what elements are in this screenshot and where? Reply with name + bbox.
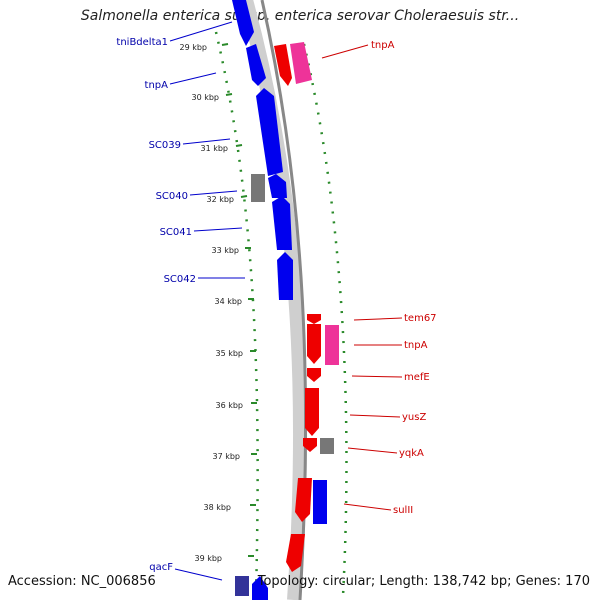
gene-label-tnibdelta1: tniBdelta1: [116, 21, 233, 48]
kbp-tick: 37 kbp: [212, 452, 257, 461]
svg-text:tnpA: tnpA: [404, 340, 428, 351]
svg-text:37 kbp: 37 kbp: [212, 452, 240, 461]
svg-text:29 kbp: 29 kbp: [179, 43, 207, 52]
gene-label-sc040: SC040: [156, 190, 238, 202]
kbp-tick: 36 kbp: [215, 401, 257, 410]
kbp-tick: 33 kbp: [211, 246, 251, 255]
accession-text: Accession: NC_006856: [8, 574, 156, 589]
topology-text: Topology: circular; Length: 138,742 bp; …: [257, 574, 590, 589]
gene-feature: [307, 314, 321, 324]
gene-feature: [286, 534, 305, 572]
svg-text:30 kbp: 30 kbp: [191, 93, 219, 102]
svg-text:33 kbp: 33 kbp: [211, 246, 239, 255]
gene-feature: [320, 438, 334, 454]
gene-feature: [313, 480, 327, 524]
kbp-tick: 35 kbp: [215, 349, 256, 358]
svg-text:qacF: qacF: [149, 562, 173, 573]
kbp-tick: 29 kbp: [179, 43, 229, 52]
left-gene-labels: tniBdelta1 tnpA SC039 SC040 SC041 SC042 …: [116, 21, 245, 581]
svg-text:SC041: SC041: [160, 227, 192, 238]
svg-text:38 kbp: 38 kbp: [203, 503, 231, 512]
gene-feature: [272, 196, 292, 250]
forward-strand-features: [232, 0, 293, 600]
kbp-tick: 32 kbp: [206, 195, 248, 204]
svg-text:tem67: tem67: [404, 313, 437, 324]
gene-label-yqka: yqkA: [347, 447, 424, 459]
svg-text:yqkA: yqkA: [399, 448, 424, 459]
gene-label-mefe: mefE: [351, 372, 430, 383]
kbp-tick: 34 kbp: [214, 297, 254, 306]
gene-label-sc042: SC042: [164, 274, 245, 285]
right-gene-labels: tnpA tem67 tnpA mefE yusZ yqkA sulII: [321, 40, 437, 516]
svg-text:32 kbp: 32 kbp: [206, 195, 234, 204]
gene-label-sc041: SC041: [160, 227, 243, 238]
svg-text:sulII: sulII: [393, 505, 413, 516]
gene-feature: [325, 325, 339, 365]
gene-feature: [277, 252, 293, 300]
gene-feature: [305, 388, 319, 436]
gene-feature: [307, 368, 321, 382]
gene-feature: [307, 324, 321, 364]
gene-label-sc039: SC039: [149, 138, 231, 151]
gene-feature: [290, 42, 312, 84]
kbp-ticks: 29 kbp 30 kbp 31 kbp 32 kbp 33 kbp 34 kb…: [179, 43, 257, 563]
svg-text:tnpA: tnpA: [145, 80, 169, 91]
map-title: Salmonella enterica subsp. enterica sero…: [80, 8, 520, 24]
gene-feature: [251, 174, 265, 202]
svg-text:39 kbp: 39 kbp: [194, 554, 222, 563]
gene-label-sulii: sulII: [343, 503, 413, 516]
gene-label-tnpa-top: tnpA: [321, 40, 395, 59]
kbp-tick: 30 kbp: [191, 93, 233, 102]
svg-text:SC042: SC042: [164, 274, 196, 285]
kbp-tick: 38 kbp: [203, 503, 256, 512]
kbp-tick: 39 kbp: [194, 554, 254, 563]
reverse-strand-features: [274, 42, 339, 572]
svg-text:mefE: mefE: [404, 372, 430, 383]
gene-feature: [246, 44, 266, 86]
gene-feature: [295, 478, 312, 522]
svg-text:yusZ: yusZ: [402, 412, 426, 423]
gene-label-tnpa-left: tnpA: [145, 72, 217, 91]
gene-feature: [268, 174, 287, 198]
svg-text:31 kbp: 31 kbp: [200, 144, 228, 153]
gene-feature: [256, 88, 283, 176]
gene-feature: [232, 0, 254, 46]
inner-dotted-ring: [302, 43, 348, 597]
svg-text:34 kbp: 34 kbp: [214, 297, 242, 306]
gene-feature: [252, 576, 268, 600]
gene-label-qacf: qacF: [149, 562, 223, 581]
gene-feature: [235, 576, 249, 596]
kbp-tick: 31 kbp: [200, 144, 243, 153]
gene-feature: [274, 44, 292, 86]
gene-label-tem67: tem67: [353, 313, 437, 324]
svg-text:SC039: SC039: [149, 140, 181, 151]
svg-text:tnpA: tnpA: [371, 40, 395, 51]
gene-feature: [303, 438, 317, 452]
svg-text:tniBdelta1: tniBdelta1: [116, 37, 168, 48]
svg-text:SC040: SC040: [156, 191, 188, 202]
gene-label-yusz: yusZ: [349, 412, 426, 423]
svg-text:36 kbp: 36 kbp: [215, 401, 243, 410]
svg-text:35 kbp: 35 kbp: [215, 349, 243, 358]
gene-label-tnpa-right: tnpA: [354, 340, 428, 351]
outer-dotted-ring: [214, 31, 259, 597]
